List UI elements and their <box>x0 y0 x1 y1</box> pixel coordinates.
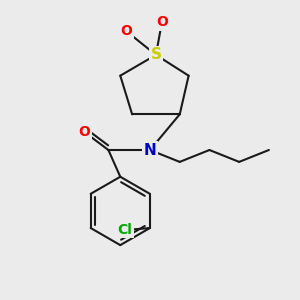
Text: O: O <box>79 125 91 139</box>
Text: O: O <box>120 24 132 38</box>
Text: S: S <box>150 47 161 62</box>
Text: O: O <box>156 15 168 29</box>
Text: Cl: Cl <box>117 223 132 236</box>
Text: N: N <box>144 142 156 158</box>
